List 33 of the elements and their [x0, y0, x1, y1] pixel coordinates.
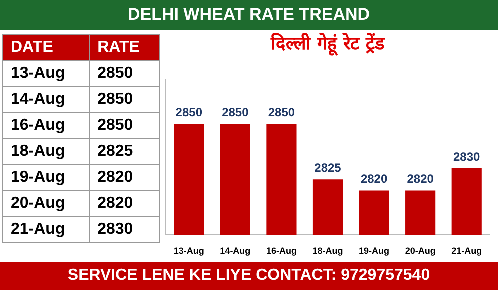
text: 2850 [98, 116, 134, 134]
text: SERVICE LENE KE LIYE CONTACT: 9729757540 [0, 262, 498, 290]
text: 2820 [98, 168, 134, 186]
data-label: 2850 [222, 105, 250, 120]
text: 2830 [98, 220, 134, 238]
text: 2820 [98, 194, 134, 212]
chart-title: DELHI WHEAT RATE TREAND [0, 0, 498, 30]
text: 2825 [98, 142, 134, 160]
chart-subtitle: दिल्ली गेहूं रेट ट्रेंड [270, 32, 386, 56]
category-label: 13-Aug [11, 64, 66, 82]
x-tick-label: 20-Aug [405, 246, 436, 256]
category-label: 20-Aug [11, 194, 66, 212]
x-tick-label: 16-Aug [266, 246, 297, 256]
data-label: 2825 [314, 160, 342, 175]
data-label: 2850 [268, 105, 296, 120]
category-label: 16-Aug [11, 116, 66, 134]
category-label: 21-Aug [11, 220, 66, 238]
x-tick-label: 14-Aug [220, 246, 251, 256]
text: DATE [2, 34, 90, 60]
category-label: 14-Aug [11, 90, 66, 108]
x-tick-label: 21-Aug [452, 246, 482, 256]
text: 2850 [98, 64, 134, 82]
category-label: 19-Aug [11, 168, 66, 186]
data-label: 2850 [176, 105, 203, 120]
data-label: 2820 [407, 172, 434, 186]
data-label: 2830 [454, 150, 481, 164]
text: 2850 [98, 90, 134, 108]
category-label: 18-Aug [11, 142, 66, 160]
data-label: 2820 [360, 172, 388, 186]
text: RATE [89, 34, 160, 60]
x-tick-label: 19-Aug [359, 246, 390, 256]
x-tick-label: 18-Aug [312, 246, 344, 256]
x-tick-label: 13-Aug [174, 246, 204, 256]
